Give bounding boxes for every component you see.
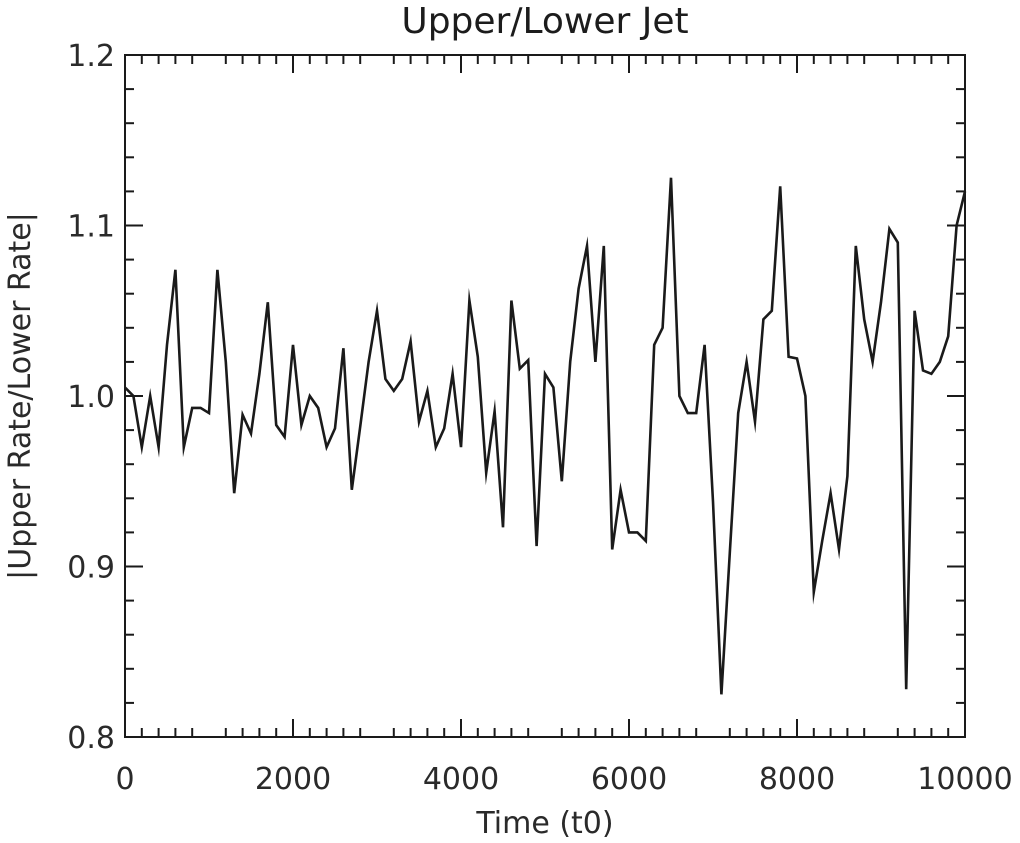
y-tick-label: 0.9 xyxy=(67,551,115,586)
chart-title: Upper/Lower Jet xyxy=(401,1,688,42)
x-tick-label: 8000 xyxy=(759,762,835,797)
axis-tick-labels: 0 2000 4000 6000 8000 10000 0.8 0.9 1.0 1.1 1.2 xyxy=(67,39,1012,797)
plot-frame xyxy=(124,54,966,738)
y-tick-label: 0.8 xyxy=(67,721,115,756)
x-tick-label: 0 xyxy=(115,762,134,797)
y-axis-label: |Upper Rate/Lower Rate| xyxy=(3,212,38,580)
x-tick-label: 4000 xyxy=(423,762,499,797)
x-tick-label: 2000 xyxy=(255,762,331,797)
data-series xyxy=(124,177,967,695)
series-line xyxy=(124,177,967,695)
x-tick-label: 6000 xyxy=(591,762,667,797)
x-axis-label: Time (t0) xyxy=(475,806,613,841)
y-tick-label: 1.1 xyxy=(67,210,115,245)
y-tick-label: 1.2 xyxy=(67,39,115,74)
y-tick-label: 1.0 xyxy=(67,380,115,415)
x-tick-label: 10000 xyxy=(917,762,1012,797)
